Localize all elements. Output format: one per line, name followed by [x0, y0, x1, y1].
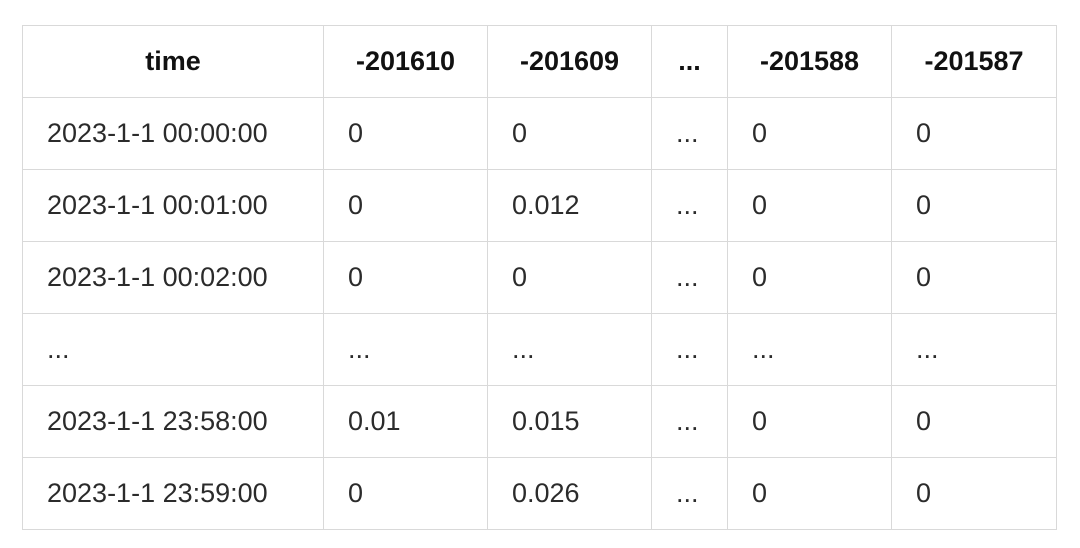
table-cell: ...: [651, 457, 728, 530]
table-cell: 0: [727, 241, 892, 314]
table-row: ..................: [22, 313, 1057, 386]
table-body: 2023-1-1 00:00:00 0 0... 0 0 2023-1-1 00:01:0…: [22, 97, 1057, 530]
table-cell: ...: [727, 313, 892, 386]
table-cell: ...: [22, 313, 324, 386]
table-cell: ...: [323, 313, 488, 386]
table-cell: 0: [323, 169, 488, 242]
header-cell: -201588: [727, 25, 892, 98]
header-cell: time: [22, 25, 324, 98]
table-cell: 2023-1-1 23:59:00: [22, 457, 324, 530]
table-cell: ...: [891, 313, 1057, 386]
table-cell: ...: [651, 385, 728, 458]
table-cell: 0: [487, 97, 652, 170]
table-cell: 0: [727, 457, 892, 530]
table-row: 2023-1-1 23:58:00 0.01 0.015... 0 0: [22, 385, 1057, 458]
table-cell: 0: [891, 457, 1057, 530]
table-cell: ...: [651, 313, 728, 386]
table-cell: 0.026: [487, 457, 652, 530]
table-row: 2023-1-1 00:01:00 0 0.012... 0 0: [22, 169, 1057, 242]
table-cell: 0: [727, 97, 892, 170]
header-cell: ...: [651, 25, 728, 98]
table-cell: 0: [727, 385, 892, 458]
table-cell: ...: [651, 241, 728, 314]
header-row: time -201610 -201609... -201588 -201587: [22, 25, 1057, 98]
table-cell: 0: [891, 385, 1057, 458]
table-cell: 0: [891, 241, 1057, 314]
table-cell: 0: [487, 241, 652, 314]
table-cell: ...: [487, 313, 652, 386]
table-cell: 0: [891, 97, 1057, 170]
table-row: 2023-1-1 00:02:00 0 0... 0 0: [22, 241, 1057, 314]
header-cell: -201587: [891, 25, 1057, 98]
table-row: 2023-1-1 23:59:00 0 0.026... 0 0: [22, 457, 1057, 530]
table-cell: 2023-1-1 00:02:00: [22, 241, 324, 314]
table-cell: 2023-1-1 00:00:00: [22, 97, 324, 170]
table-cell: 0: [727, 169, 892, 242]
header-cell: -201610: [323, 25, 488, 98]
header-cell: -201609: [487, 25, 652, 98]
table-cell: 2023-1-1 00:01:00: [22, 169, 324, 242]
table-cell: 0: [323, 97, 488, 170]
table-cell: 0: [323, 241, 488, 314]
table-cell: 0.015: [487, 385, 652, 458]
table-cell: ...: [651, 97, 728, 170]
table-cell: 0: [323, 457, 488, 530]
table-cell: 0.01: [323, 385, 488, 458]
table-cell: 0.012: [487, 169, 652, 242]
table-cell: ...: [651, 169, 728, 242]
table-cell: 0: [891, 169, 1057, 242]
table-row: 2023-1-1 00:00:00 0 0... 0 0: [22, 97, 1057, 170]
data-table: time -201610 -201609... -201588 -201587 2023…: [22, 25, 1057, 530]
table-cell: 2023-1-1 23:58:00: [22, 385, 324, 458]
